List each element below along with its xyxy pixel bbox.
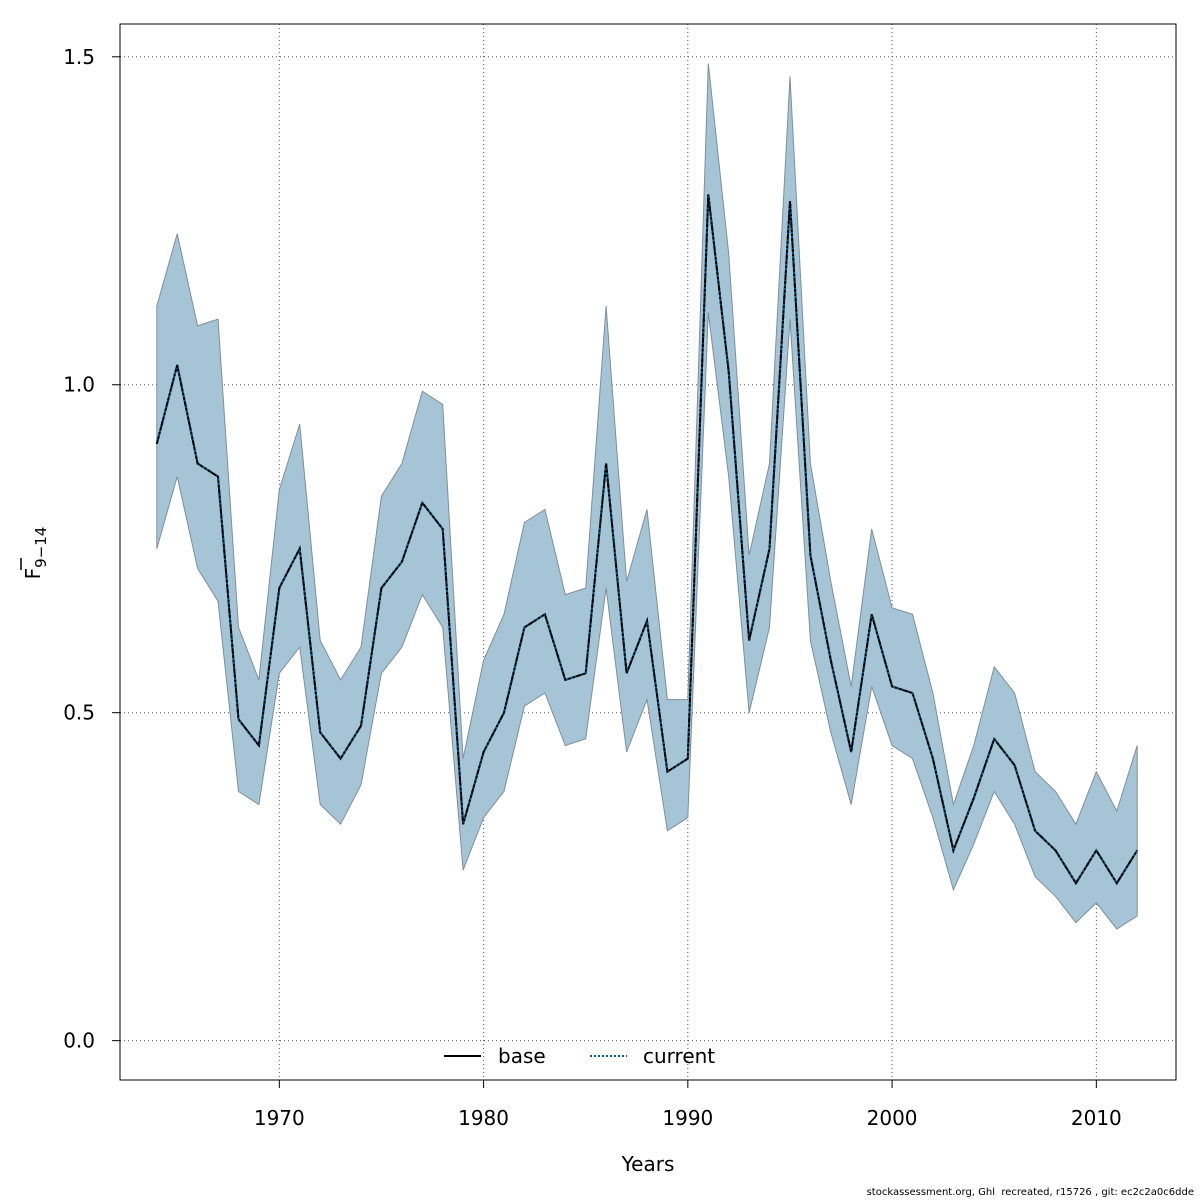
y-tick-label: 1.0 [63,373,95,397]
confidence-band-group [156,63,1138,930]
svg-text:F9−14: F9−14 [21,527,50,580]
footer-credit: stockassessment.org, Ghl recreated, r157… [866,1187,1194,1198]
grid-lines [120,24,1176,1080]
y-axis-label-main: F [21,568,45,580]
x-tick-label: 1980 [458,1106,509,1130]
x-axis-label: Years [621,1152,675,1176]
legend-base-label: base [498,1044,546,1068]
series-lines-group [155,194,1139,886]
y-axis: 0.0 0.5 1.0 1.5 [63,45,120,1053]
y-tick-label: 1.5 [63,45,95,69]
legend-current-label: current [643,1044,715,1068]
x-tick-label: 1990 [662,1106,713,1130]
y-tick-label: 0.5 [63,701,95,725]
x-axis: 1970 1980 1990 2000 2010 [254,1080,1122,1130]
legend: base current [444,1044,715,1068]
x-tick-label: 1970 [254,1106,305,1130]
y-axis-label-subscript: 9−14 [32,527,50,568]
x-tick-label: 2000 [867,1106,918,1130]
confidence-band [156,63,1138,930]
plot-frame [119,23,1177,1081]
x-tick-label: 2010 [1071,1106,1122,1130]
y-tick-label: 0.0 [63,1029,95,1053]
y-axis-label: F9−14 [20,527,50,580]
series-line-current-overlay [155,194,1139,886]
